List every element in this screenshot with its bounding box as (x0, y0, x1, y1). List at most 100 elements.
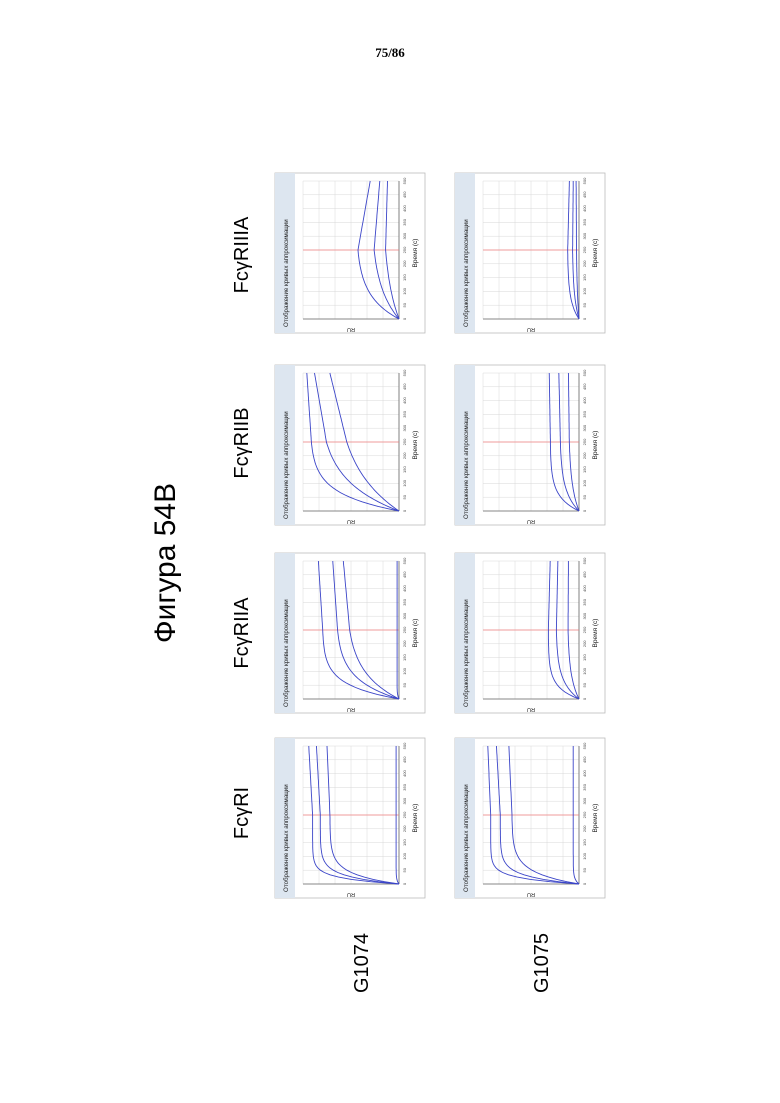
x-tick-label: 50 (582, 682, 587, 687)
panel-title: Отображение кривых аппроксимации (283, 411, 290, 519)
panel-g1074-fcgriib: Отображение кривых аппроксимации05010015… (275, 365, 425, 525)
x-tick-label: 200 (402, 825, 407, 832)
x-tick-label: 50 (582, 302, 587, 307)
x-axis-label: Время (с) (412, 431, 419, 460)
panel-title: Отображение кривых аппроксимации (463, 599, 470, 707)
x-tick-label: 450 (582, 383, 587, 390)
panel-g1075-fcgriia: Отображение кривых аппроксимации05010015… (455, 553, 605, 713)
x-tick-label: 500 (402, 557, 407, 564)
x-tick-label: 500 (402, 369, 407, 376)
panel-g1074-fcgri: Отображение кривых аппроксимации05010015… (275, 738, 425, 898)
x-tick-label: 250 (582, 246, 587, 253)
y-axis-label: RU (527, 518, 535, 524)
row-label-g1074: G1074 (351, 933, 373, 993)
x-tick-label: 500 (402, 742, 407, 749)
col-label-fcgriia: FcγRIIA (231, 597, 253, 669)
x-tick-label: 400 (582, 204, 587, 211)
x-tick-label: 450 (402, 383, 407, 390)
x-tick-label: 400 (402, 769, 407, 776)
x-tick-label: 450 (582, 756, 587, 763)
x-tick-label: 500 (582, 742, 587, 749)
x-tick-label: 250 (582, 626, 587, 633)
x-tick-label: 100 (582, 667, 587, 674)
x-tick-label: 500 (582, 177, 587, 184)
x-tick-label: 350 (402, 410, 407, 417)
panel-g1074-fcgriia: Отображение кривых аппроксимации05010015… (275, 553, 425, 713)
x-tick-label: 300 (582, 424, 587, 431)
rotated-figure: Фигура 54B G1074 G1075 FcγRI FcγRIIA Fcγ… (149, 173, 605, 993)
x-tick-label: 150 (402, 653, 407, 660)
y-axis-label: RU (347, 706, 355, 712)
x-tick-label: 300 (582, 612, 587, 619)
x-tick-label: 100 (402, 852, 407, 859)
x-tick-label: 100 (402, 667, 407, 674)
x-tick-label: 150 (402, 838, 407, 845)
panel-title: Отображение кривых аппроксимации (463, 219, 470, 327)
x-tick-label: 300 (582, 232, 587, 239)
x-axis-label: Время (с) (412, 239, 419, 268)
x-axis-label: Время (с) (592, 431, 599, 460)
x-tick-label: 500 (582, 557, 587, 564)
x-tick-label: 200 (402, 640, 407, 647)
x-tick-label: 300 (402, 612, 407, 619)
x-tick-label: 50 (582, 867, 587, 872)
x-tick-label: 250 (582, 438, 587, 445)
x-axis-label: Время (с) (412, 619, 419, 648)
y-axis-label: RU (347, 518, 355, 524)
x-tick-label: 300 (402, 424, 407, 431)
x-tick-label: 150 (582, 838, 587, 845)
x-tick-label: 50 (402, 867, 407, 872)
x-axis-label: Время (с) (412, 804, 419, 833)
x-tick-label: 200 (582, 260, 587, 267)
x-tick-label: 100 (402, 479, 407, 486)
panel-title: Отображение кривых аппроксимации (463, 411, 470, 519)
x-tick-label: 350 (582, 598, 587, 605)
x-tick-label: 150 (582, 653, 587, 660)
x-tick-label: 400 (402, 204, 407, 211)
x-tick-label: 250 (582, 811, 587, 818)
x-tick-label: 300 (402, 797, 407, 804)
x-tick-label: 100 (582, 852, 587, 859)
x-tick-label: 350 (582, 783, 587, 790)
x-tick-label: 450 (402, 191, 407, 198)
x-tick-label: 450 (582, 191, 587, 198)
figure-title: Фигура 54B (149, 483, 182, 643)
x-tick-label: 500 (582, 369, 587, 376)
x-tick-label: 150 (582, 465, 587, 472)
panel-g1074-fcgriiia: Отображение кривых аппроксимации05010015… (275, 173, 425, 333)
x-tick-label: 450 (402, 571, 407, 578)
x-tick-label: 400 (402, 396, 407, 403)
x-axis-label: Время (с) (592, 804, 599, 833)
x-tick-label: 50 (582, 494, 587, 499)
x-tick-label: 400 (582, 769, 587, 776)
x-tick-label: 350 (582, 218, 587, 225)
y-axis-label: RU (527, 326, 535, 332)
col-label-fcgri: FcγRI (231, 787, 253, 839)
panel-title: Отображение кривых аппроксимации (283, 219, 290, 327)
row-label-g1075: G1075 (531, 933, 553, 993)
x-tick-label: 200 (582, 452, 587, 459)
x-tick-label: 150 (402, 273, 407, 280)
x-tick-label: 350 (402, 598, 407, 605)
col-label-fcgriiia: FcγRIIIA (231, 216, 253, 293)
y-axis-label: RU (527, 891, 535, 897)
x-tick-label: 200 (582, 640, 587, 647)
x-tick-label: 450 (582, 571, 587, 578)
x-tick-label: 400 (582, 396, 587, 403)
y-axis-label: RU (527, 706, 535, 712)
x-tick-label: 300 (402, 232, 407, 239)
x-tick-label: 100 (582, 479, 587, 486)
y-axis-label: RU (347, 891, 355, 897)
panel-g1075-fcgri: Отображение кривых аппроксимации05010015… (455, 738, 605, 898)
x-tick-label: 300 (582, 797, 587, 804)
x-tick-label: 200 (402, 260, 407, 267)
x-tick-label: 50 (402, 494, 407, 499)
x-tick-label: 500 (402, 177, 407, 184)
x-tick-label: 100 (582, 287, 587, 294)
col-label-fcgriib: FcγRIIB (231, 407, 253, 478)
x-tick-label: 400 (402, 584, 407, 591)
x-axis-label: Время (с) (592, 619, 599, 648)
x-tick-label: 50 (402, 302, 407, 307)
x-tick-label: 350 (402, 218, 407, 225)
